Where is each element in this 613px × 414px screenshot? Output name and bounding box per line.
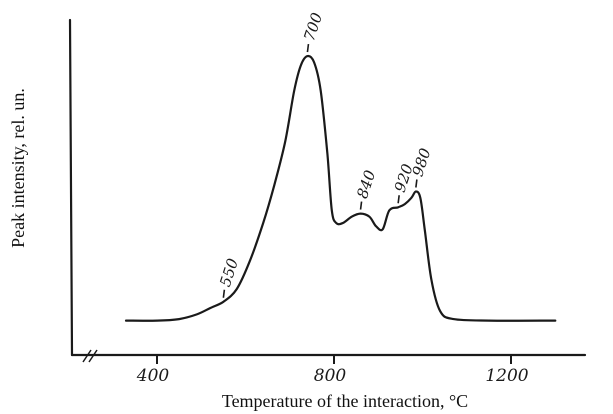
peak-label: 980 xyxy=(409,146,435,179)
x-ticks: 400 800 1200 xyxy=(136,355,529,386)
x-tick-label: 1200 xyxy=(485,366,528,386)
x-tick-label: 800 xyxy=(314,366,347,386)
x-axis-break xyxy=(82,349,98,363)
x-axis-label: Temperature of the interaction, °C xyxy=(222,391,468,411)
peak-leader xyxy=(397,195,400,204)
peak-label: 840 xyxy=(353,168,379,201)
peak-label: 700 xyxy=(300,10,326,43)
y-axis-label: Peak intensity, rel. un. xyxy=(8,88,28,248)
series-line xyxy=(124,54,557,322)
peak-leader xyxy=(222,289,226,298)
peak-leader xyxy=(306,43,310,53)
axes xyxy=(68,18,587,363)
peak-leader xyxy=(359,201,363,210)
peak-label: 550 xyxy=(216,256,242,289)
y-axis xyxy=(68,18,74,357)
peak-leader xyxy=(415,179,418,188)
x-tick-label: 400 xyxy=(136,366,170,386)
